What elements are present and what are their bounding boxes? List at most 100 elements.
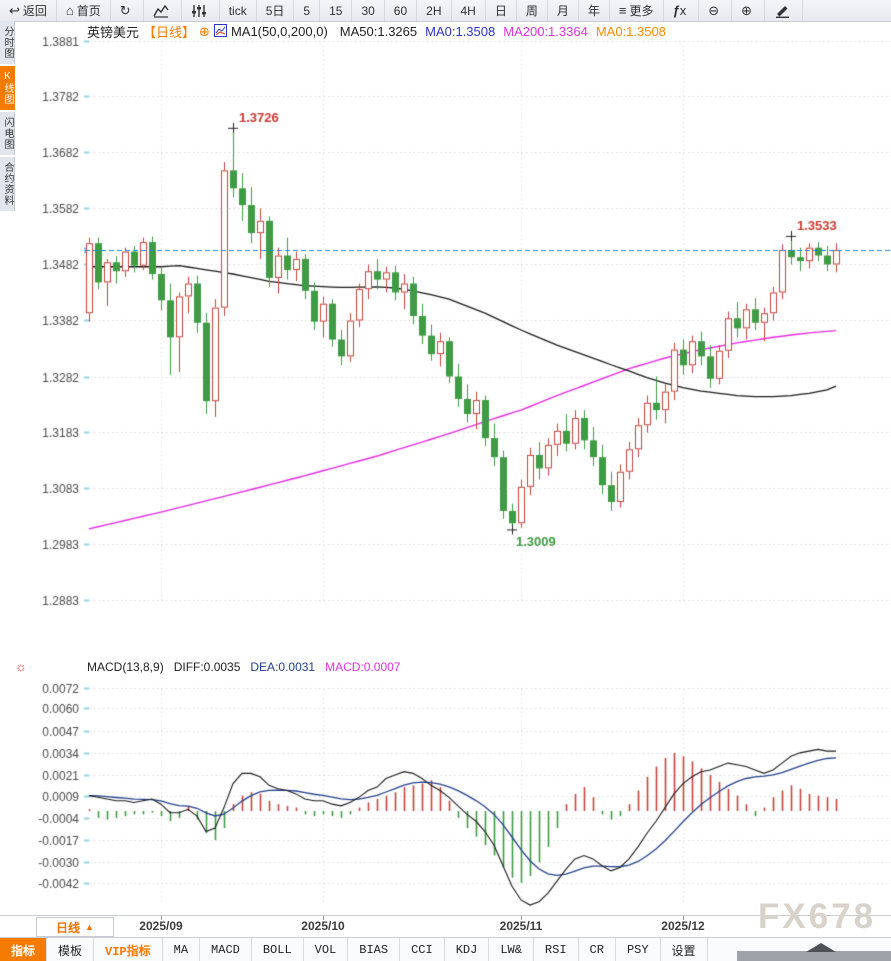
refresh-icon: ↻ xyxy=(119,3,131,18)
back-button[interactable]: ↩ 返回 xyxy=(0,0,57,21)
toolbar-item-label: 2H xyxy=(426,3,442,18)
interval-2h-button[interactable]: 2H xyxy=(417,0,452,21)
chart-header: 英镑美元 【日线】 ⊕ MA1(50,0,200,0) MA50:1.3265 M… xyxy=(87,22,666,41)
interval-tick-button[interactable]: tick xyxy=(220,0,257,21)
indicator-button-CR[interactable]: CR xyxy=(579,938,616,961)
menu-icon: ≡ xyxy=(618,3,627,18)
fx-indicator-button[interactable]: ƒx xyxy=(664,0,700,21)
back-arrow-icon: ↩ xyxy=(9,3,20,18)
interval-5-button[interactable]: 5 xyxy=(294,0,321,21)
candle-chart-button[interactable] xyxy=(182,0,220,21)
period-selector-label: 日线 xyxy=(56,920,81,935)
interval-60-button[interactable]: 60 xyxy=(385,0,418,21)
ma-value-label: MA50:1.3265 xyxy=(339,24,418,39)
interval-4h-button[interactable]: 4H xyxy=(452,0,486,21)
toolbar-item-label: 5日 xyxy=(265,4,285,18)
macd-value-label: DIFF:0.0035 xyxy=(173,660,241,674)
zoom-out-button[interactable]: ⊖ xyxy=(699,0,733,21)
indicator-button-BIAS[interactable]: BIAS xyxy=(348,938,401,961)
toolbar-item-label: 首页 xyxy=(76,4,101,18)
symbol-name: 英镑美元 xyxy=(87,25,140,40)
toolbar-item-label: 日 xyxy=(494,4,507,18)
zoom-out-icon: ⊖ xyxy=(708,3,720,18)
x-axis-month-label: 2025/12 xyxy=(661,919,705,933)
interval-month-button[interactable]: 月 xyxy=(548,0,579,21)
line-chart-icon xyxy=(153,4,169,18)
sidebar-tab-1[interactable]: 分时图 xyxy=(0,21,15,64)
sidebar-tab-3[interactable]: 闪电图 xyxy=(0,112,15,155)
ma-value-label: MA0:1.3508 xyxy=(595,24,666,39)
sidebar: 分时图 K线图闪电图合约资料 xyxy=(0,21,15,213)
x-axis-month-label: 2025/10 xyxy=(301,919,345,933)
toolbar-item-label: 15 xyxy=(329,3,343,18)
ma-values: MA50:1.3265 MA0:1.3508 MA200:1.3364 MA0:1.3… xyxy=(332,24,666,39)
macd-value-label: DEA:0.0031 xyxy=(250,660,316,674)
chevron-up-icon: ▲ xyxy=(85,922,94,932)
ma-value-label: MA200:1.3364 xyxy=(503,24,588,39)
sidebar-tab-4[interactable]: 合约资料 xyxy=(0,157,15,211)
x-axis-month-label: 2025/09 xyxy=(139,919,183,933)
home-icon: ⌂ xyxy=(65,3,74,18)
x-axis-tick xyxy=(323,916,324,920)
toolbar-item-label: 年 xyxy=(587,4,600,18)
indicator-button-CCI[interactable]: CCI xyxy=(400,938,445,961)
ma-config-label: MA1(50,0,200,0) xyxy=(230,24,328,39)
indicator-button-KDJ[interactable]: KDJ xyxy=(445,938,490,961)
interval-week-button[interactable]: 周 xyxy=(517,0,548,21)
home-button[interactable]: ⌂ 首页 xyxy=(57,0,111,21)
period-tag: 【日线】 xyxy=(143,25,196,40)
pen-icon xyxy=(774,4,790,18)
mini-chart-icon xyxy=(213,23,227,40)
toolbar-item-label: tick xyxy=(228,3,247,18)
indicator-button-VOL[interactable]: VOL xyxy=(304,938,349,961)
draw-button[interactable] xyxy=(765,0,804,21)
toolbar-item-label: 60 xyxy=(393,3,408,18)
indicator-settings-icon[interactable]: ☼ xyxy=(15,659,27,674)
sidebar-tab-2[interactable]: K线图 xyxy=(0,66,15,110)
toolbar-item-label: 更多 xyxy=(629,4,654,18)
indicator-button-指标[interactable]: 指标 xyxy=(0,938,48,961)
indicator-button-MACD[interactable]: MACD xyxy=(200,938,252,961)
indicator-button-MA[interactable]: MA xyxy=(163,938,201,961)
macd-header: MACD(13,8,9) DIFF:0.0035 DEA:0.0031 MACD:0… xyxy=(87,660,400,674)
indicator-button-BOLL[interactable]: BOLL xyxy=(252,938,304,961)
indicator-button-VIP指标[interactable]: VIP指标 xyxy=(94,938,163,961)
date-axis-strip: 日线 ▲ 2025/09 2025/10 2025/11 2025/12 xyxy=(0,915,891,938)
interval-30-button[interactable]: 30 xyxy=(352,0,385,21)
bottom-drawer-handle[interactable] xyxy=(737,951,891,961)
interval-5d-button[interactable]: 5日 xyxy=(257,0,295,21)
add-symbol-icon[interactable]: ⊕ xyxy=(199,23,210,39)
x-axis-tick xyxy=(521,916,522,920)
period-selector[interactable]: 日线 ▲ xyxy=(36,917,114,937)
ma-value-label: MA0:1.3508 xyxy=(425,24,496,39)
x-axis-month-label: 2025/11 xyxy=(499,919,543,933)
indicator-button-设置[interactable]: 设置 xyxy=(661,938,708,961)
indicator-button-RSI[interactable]: RSI xyxy=(534,938,579,961)
zoom-in-button[interactable]: ⊕ xyxy=(732,0,766,21)
area-chart-button[interactable] xyxy=(144,0,182,21)
toolbar-item-label: 4H xyxy=(460,3,476,18)
indicator-button-PSY[interactable]: PSY xyxy=(616,938,661,961)
fx-icon: ƒx xyxy=(672,3,687,18)
interval-year-button[interactable]: 年 xyxy=(579,0,610,21)
zoom-in-icon: ⊕ xyxy=(741,3,753,18)
interval-day-button[interactable]: 日 xyxy=(486,0,517,21)
macd-value-label: MACD:0.0007 xyxy=(325,660,401,674)
macd-values: DIFF:0.0035 DEA:0.0031 MACD:0.0007 xyxy=(174,660,401,674)
toolbar-item-label: 30 xyxy=(361,3,375,18)
macd-title: MACD(13,8,9) xyxy=(87,660,164,674)
candlestick-icon xyxy=(191,4,207,18)
toolbar-item-label: 5 xyxy=(303,3,311,18)
more-button[interactable]: ≡ 更多 xyxy=(610,0,664,21)
topbar: ↩ 返回 ⌂ 首页 ↻ tick 5日 5 15 30 60 2H 4H 日周月年 ≡ 更多 ƒx ⊖ ⊕ xyxy=(0,0,891,22)
expand-up-icon[interactable] xyxy=(806,943,836,952)
refresh-button[interactable]: ↻ xyxy=(111,0,144,21)
interval-15-button[interactable]: 15 xyxy=(320,0,353,21)
toolbar-item-label: 月 xyxy=(556,4,569,18)
indicator-button-LW&[interactable]: LW& xyxy=(489,938,534,961)
x-axis-tick xyxy=(161,916,162,920)
toolbar-item-label: 返回 xyxy=(22,4,47,18)
indicator-button-模板[interactable]: 模板 xyxy=(47,938,95,961)
